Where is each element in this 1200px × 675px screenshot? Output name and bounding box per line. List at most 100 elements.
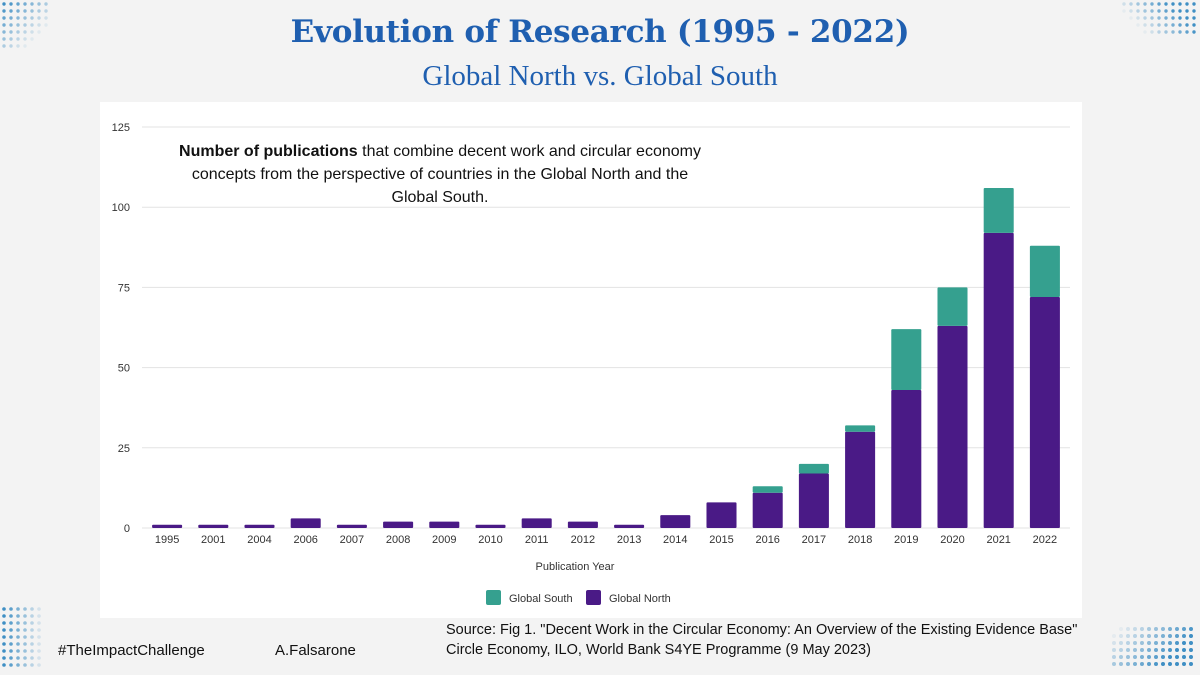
decor-dot bbox=[30, 649, 34, 653]
decor-dot bbox=[1175, 662, 1179, 666]
bar-global-south-2016 bbox=[752, 486, 783, 493]
decor-dot bbox=[9, 663, 13, 667]
decor-dot bbox=[1112, 641, 1116, 645]
decor-dot bbox=[37, 642, 41, 646]
decor-dot bbox=[1185, 2, 1189, 6]
x-tick-label: 2011 bbox=[525, 534, 549, 546]
decor-dot bbox=[1147, 634, 1151, 638]
decor-dot bbox=[23, 37, 27, 41]
decor-dot bbox=[1182, 634, 1186, 638]
decor-dot bbox=[1143, 30, 1147, 34]
decor-dot bbox=[2, 2, 6, 6]
decor-dot bbox=[9, 23, 13, 27]
chart-description: Number of publications that combine dece… bbox=[170, 140, 710, 209]
decor-dot bbox=[1119, 641, 1123, 645]
legend-swatch-global-north bbox=[586, 590, 601, 605]
decor-dot bbox=[1189, 634, 1193, 638]
decor-dot bbox=[30, 16, 34, 20]
decor-dot bbox=[37, 635, 41, 639]
x-tick-label: 2008 bbox=[386, 534, 410, 546]
bar-global-south-2022 bbox=[1029, 245, 1060, 298]
decor-dot bbox=[1122, 2, 1126, 6]
decor-dot bbox=[30, 37, 34, 41]
x-tick-label: 2017 bbox=[802, 534, 826, 546]
decor-dot bbox=[1175, 634, 1179, 638]
x-tick-label: 2018 bbox=[848, 534, 872, 546]
dot-pattern-top-left bbox=[2, 2, 48, 48]
decor-dot bbox=[23, 16, 27, 20]
decor-dot bbox=[1185, 23, 1189, 27]
decor-dot bbox=[9, 621, 13, 625]
decor-dot bbox=[1182, 662, 1186, 666]
decor-dot bbox=[23, 621, 27, 625]
decor-dot bbox=[1136, 9, 1140, 13]
decor-dot bbox=[16, 614, 20, 618]
bar-global-north-1995 bbox=[152, 524, 183, 528]
bar-global-north-2008 bbox=[383, 521, 414, 528]
decor-dot bbox=[1192, 2, 1196, 6]
description-bold: Number of publications bbox=[179, 143, 358, 160]
bar-global-north-2021 bbox=[983, 232, 1014, 528]
bar-global-north-2016 bbox=[752, 492, 783, 528]
decor-dot bbox=[1143, 16, 1147, 20]
y-tick-label: 100 bbox=[112, 202, 130, 214]
decor-dot bbox=[44, 2, 48, 6]
decor-dot bbox=[9, 16, 13, 20]
decor-dot bbox=[1185, 16, 1189, 20]
bar-global-north-2009 bbox=[429, 521, 460, 528]
decor-dot bbox=[1126, 634, 1130, 638]
bar-global-north-2011 bbox=[521, 518, 552, 528]
decor-dot bbox=[30, 614, 34, 618]
decor-dot bbox=[1189, 662, 1193, 666]
decor-dot bbox=[1192, 30, 1196, 34]
decor-dot bbox=[1126, 641, 1130, 645]
decor-dot bbox=[1140, 662, 1144, 666]
decor-dot bbox=[1150, 9, 1154, 13]
decor-dot bbox=[9, 614, 13, 618]
decor-dot bbox=[1119, 662, 1123, 666]
x-tick-label: 2004 bbox=[247, 534, 271, 546]
decor-dot bbox=[1112, 634, 1116, 638]
decor-dot bbox=[1133, 627, 1137, 631]
decor-dot bbox=[23, 642, 27, 646]
decor-dot bbox=[1168, 641, 1172, 645]
decor-dot bbox=[2, 614, 6, 618]
bar-global-north-2014 bbox=[660, 515, 691, 528]
decor-dot bbox=[23, 30, 27, 34]
decor-dot bbox=[1182, 655, 1186, 659]
x-tick-label: 2014 bbox=[663, 534, 687, 546]
x-tick-label: 2006 bbox=[293, 534, 317, 546]
decor-dot bbox=[37, 649, 41, 653]
decor-dot bbox=[23, 2, 27, 6]
decor-dot bbox=[1129, 2, 1133, 6]
decor-dot bbox=[1129, 9, 1133, 13]
decor-dot bbox=[37, 614, 41, 618]
x-tick-label: 2007 bbox=[340, 534, 364, 546]
x-tick-label: 2020 bbox=[940, 534, 964, 546]
decor-dot bbox=[16, 628, 20, 632]
decor-dot bbox=[16, 642, 20, 646]
bar-global-north-2015 bbox=[706, 502, 737, 528]
page-subtitle: Global North vs. Global South bbox=[422, 60, 778, 92]
bars bbox=[152, 187, 1060, 528]
decor-dot bbox=[16, 2, 20, 6]
author: A.Falsarone bbox=[275, 642, 356, 659]
decor-dot bbox=[23, 607, 27, 611]
decor-dot bbox=[1157, 9, 1161, 13]
stacked-bar-chart: 0 25 50 75 100 125 1995 2001 2004 2006 2007 2008 20… bbox=[112, 122, 1070, 605]
decor-dot bbox=[2, 635, 6, 639]
decor-dot bbox=[1171, 23, 1175, 27]
bar-global-south-2021 bbox=[983, 187, 1014, 233]
decor-dot bbox=[30, 30, 34, 34]
decor-dot bbox=[1161, 655, 1165, 659]
decor-dot bbox=[1189, 641, 1193, 645]
decor-dot bbox=[1126, 662, 1130, 666]
decor-dot bbox=[1119, 627, 1123, 631]
decor-dot bbox=[2, 621, 6, 625]
decor-dot bbox=[9, 37, 13, 41]
bar-global-north-2010 bbox=[475, 524, 506, 528]
bar-global-south-2018 bbox=[845, 425, 876, 432]
decor-dot bbox=[16, 649, 20, 653]
x-tick-label: 2013 bbox=[617, 534, 641, 546]
decor-dot bbox=[9, 649, 13, 653]
